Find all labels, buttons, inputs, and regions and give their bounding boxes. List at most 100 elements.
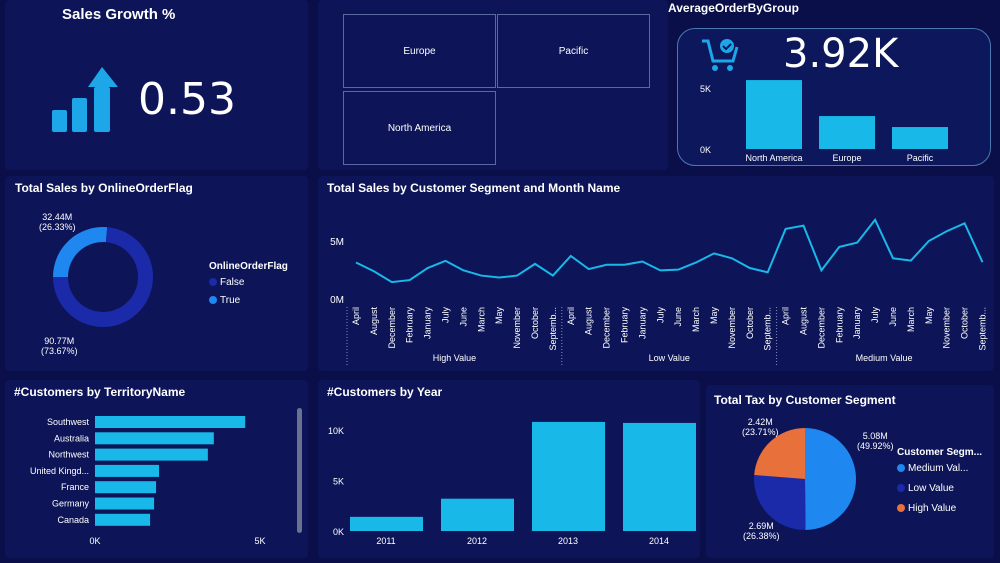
x-tick-month: October [530,307,540,339]
y-tick: Southwest [47,417,90,427]
x-tick-month: August [584,307,594,336]
region-tile-pacific[interactable]: Pacific [497,14,650,88]
y-tick: Northwest [48,450,89,460]
legend-dot-false [209,278,217,287]
y-tick: 10K [328,426,344,436]
donut-slice [53,227,154,327]
region-tile-north-america[interactable]: North America [343,91,496,165]
y-tick: 0K [333,527,344,537]
label-value: 90.77M [44,336,75,346]
bar [532,421,605,531]
legend-item-low[interactable]: Low Value [897,483,954,494]
bar [819,116,875,149]
label-value: 32.44M [42,212,73,222]
x-tick-month: February [620,307,630,344]
x-tick-month: June [888,307,898,327]
x-group-label: Low Value [649,353,690,363]
sales-growth-title: Sales Growth % [62,6,176,23]
bar [95,481,157,494]
y-tick: 5K [700,84,711,94]
label-value: 2.69M [748,521,774,531]
label-pct: (73.67%) [41,346,78,356]
tax-card: Total Tax by Customer Segment 2.42M (23.7… [706,385,994,558]
sales-growth-card: Sales Growth % 0.53 [5,0,308,170]
legend-label: Low Value [908,483,954,494]
x-group-label: Medium Value [856,353,913,363]
x-tick-month: April [351,307,361,325]
year-card: #Customers by Year 0K 5K 10K 2011 2012 2013 20… [318,380,700,558]
year-title: #Customers by Year [327,385,443,399]
legend-label: False [220,277,245,288]
bar [441,498,514,531]
bar [95,464,160,477]
territory-bar-chart: Southwest Australia Northwest United Kingd.… [30,416,266,546]
legend-item-false[interactable]: False [209,277,244,288]
shopping-cart-check-icon [702,39,739,71]
legend-item-medium[interactable]: Medium Val... [897,463,968,474]
x-tick-month: February [834,307,844,344]
legend-dot [897,464,905,473]
x-tick-month: March [476,307,486,332]
y-tick: France [61,482,89,492]
sales-growth-value: 0.53 [138,74,236,125]
online-flag-legend-title: OnlineOrderFlag [209,261,288,272]
y-tick: 5M [330,237,344,248]
x-tick: Europe [832,153,861,163]
x-tick: 2013 [558,536,578,546]
x-tick-month: June [673,307,683,327]
x-tick-month: October [960,307,970,339]
donut-slice [53,227,108,277]
x-tick-month: August [799,307,809,336]
x-tick-month: Septemb... [978,307,988,351]
pie-slice [754,428,805,479]
x-tick-month: December [602,307,612,349]
bar [892,127,948,149]
bar [95,497,155,510]
territory-card: #Customers by TerritoryName Southwest Aus… [5,380,308,558]
legend-dot [897,484,905,493]
bar [746,80,802,149]
online-flag-donut [53,227,154,327]
bar [95,416,246,428]
x-tick-month: Septemb... [548,307,558,351]
x-tick-month: March [691,307,701,332]
y-tick: 0M [330,295,344,306]
x-tick-month: April [566,307,576,325]
y-tick: 5K [333,477,344,487]
x-tick-month: May [709,307,719,325]
avg-order-title: AverageOrderByGroup [668,1,799,15]
territory-title: #Customers by TerritoryName [14,385,186,399]
tax-legend-title: Customer Segm... [897,447,983,458]
bar [95,432,214,445]
tax-label-medium: 5.08M (49.92%) [857,431,894,451]
online-flag-card: Total Sales by OnlineOrderFlag OnlineOrd… [5,176,308,371]
data-label-false: 90.77M (73.67%) [41,336,78,356]
bar [350,516,423,531]
x-tick-month: April [781,307,791,325]
year-bar-chart: 0K 5K 10K 2011 2012 2013 2014 [328,421,696,546]
territory-scrollbar[interactable] [297,408,302,533]
segment-month-card: Total Sales by Customer Segment and Mont… [318,176,994,371]
x-tick-month: March [906,307,916,332]
region-slicer: Europe Pacific North America [318,0,668,170]
tax-label-high: 2.42M (23.71%) [742,417,779,437]
x-tick-month: December [387,307,397,349]
x-tick-month: Septemb... [763,307,773,351]
x-tick-month: July [441,307,451,324]
x-tick-month: November [512,307,522,349]
bar-chart-growth-icon [52,67,118,132]
legend-label: True [220,295,241,306]
legend-item-high[interactable]: High Value [897,503,956,514]
tax-title: Total Tax by Customer Segment [714,393,896,407]
x-tick: 2011 [376,536,395,546]
label-value: 2.42M [747,417,773,427]
x-tick-month: May [494,307,504,325]
x-group-label: High Value [433,353,476,363]
x-tick-month: January [637,307,647,340]
y-tick: Germany [52,499,90,509]
online-flag-title: Total Sales by OnlineOrderFlag [15,181,193,195]
data-label-true: 32.44M (26.33%) [39,212,76,232]
y-tick: Australia [54,433,89,443]
legend-item-true[interactable]: True [209,295,240,306]
region-tile-europe[interactable]: Europe [343,14,496,88]
